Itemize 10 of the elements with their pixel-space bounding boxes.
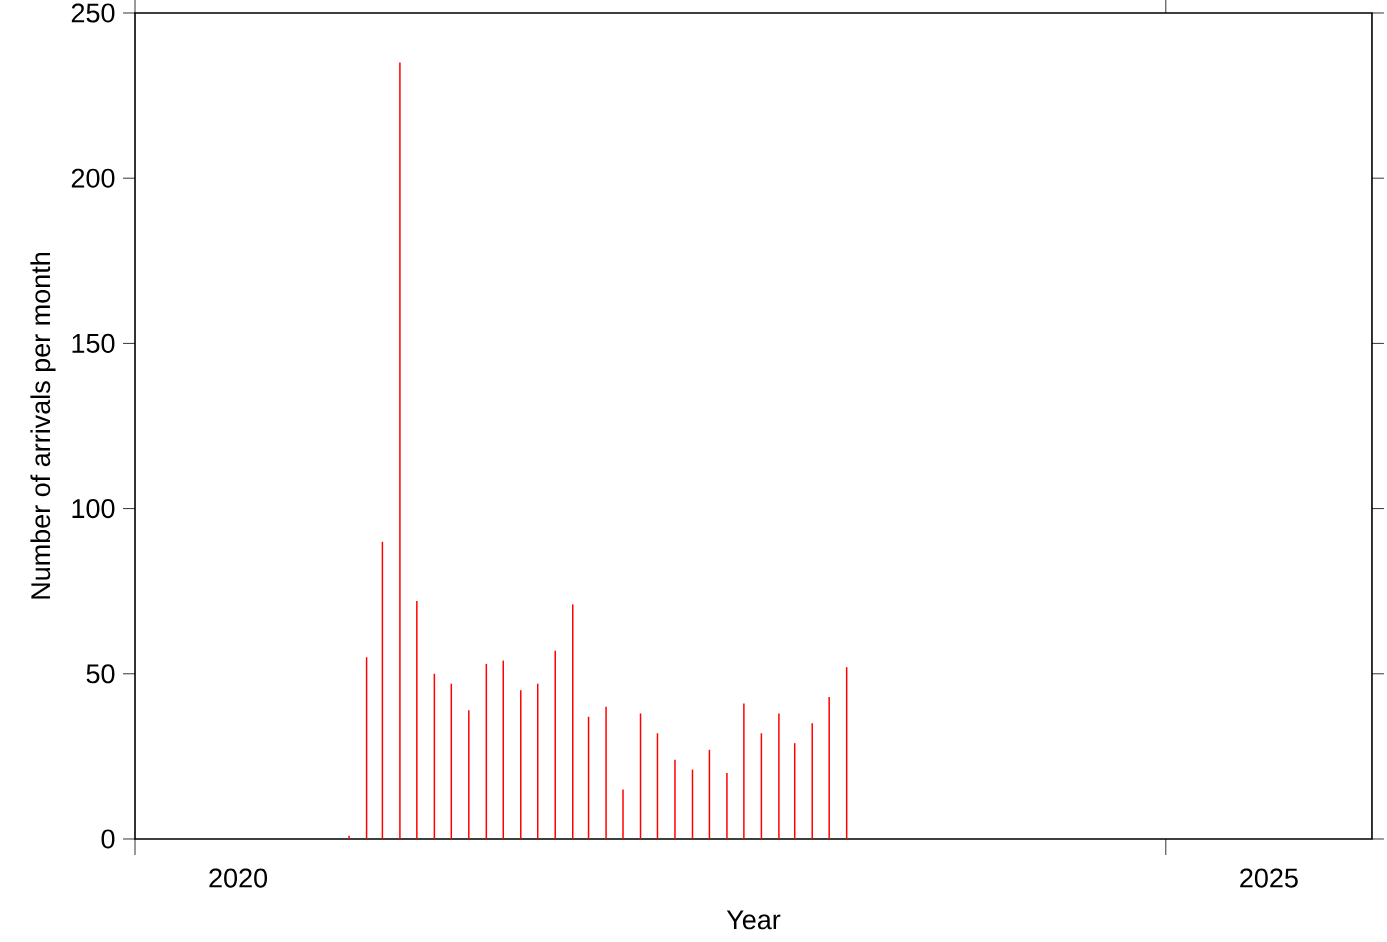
y-tick-label: 200: [71, 168, 115, 188]
y-tick-label: 150: [72, 333, 115, 353]
x-axis-title: Year: [726, 910, 781, 930]
y-tick-label: 0: [101, 829, 115, 849]
x-tick-label: 2025: [1240, 868, 1298, 888]
y-tick-label: 250: [71, 3, 115, 23]
y-tick-label: 100: [72, 499, 115, 519]
x-tick-label: 2020: [209, 868, 268, 888]
y-axis-title: Number of arrivals per month: [30, 252, 56, 599]
y-tick-label: 50: [86, 664, 115, 684]
